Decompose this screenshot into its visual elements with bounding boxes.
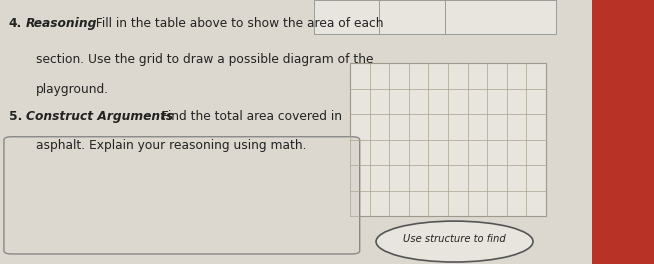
- Text: Find the total area covered in: Find the total area covered in: [154, 110, 342, 122]
- Text: Fill in the table above to show the area of each: Fill in the table above to show the area…: [88, 17, 384, 30]
- Text: section. Use the grid to draw a possible diagram of the: section. Use the grid to draw a possible…: [36, 53, 373, 66]
- Bar: [350, 63, 546, 216]
- Text: Use structure to find: Use structure to find: [403, 234, 506, 244]
- Text: Construct Arguments: Construct Arguments: [26, 110, 173, 122]
- Text: Reasoning: Reasoning: [26, 17, 97, 30]
- Bar: [379, 0, 445, 34]
- Text: playground.: playground.: [36, 83, 109, 96]
- Ellipse shape: [376, 221, 533, 262]
- Bar: [314, 0, 379, 34]
- Bar: [445, 0, 556, 34]
- FancyBboxPatch shape: [4, 137, 360, 254]
- Text: 4.: 4.: [9, 17, 22, 30]
- Polygon shape: [592, 0, 654, 264]
- Text: asphalt. Explain your reasoning using math.: asphalt. Explain your reasoning using ma…: [36, 139, 307, 152]
- Text: 5.: 5.: [9, 110, 22, 122]
